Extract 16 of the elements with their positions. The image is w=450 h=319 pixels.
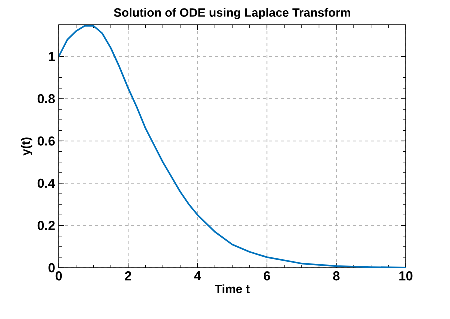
x-axis-title: Time t bbox=[215, 284, 250, 294]
x-tick-label: 0 bbox=[56, 272, 62, 281]
y-axis-title: y(t) bbox=[21, 138, 33, 156]
y-tick-label: 0 bbox=[48, 263, 55, 273]
x-tick-label: 6 bbox=[264, 272, 270, 281]
y-tick-label: 0.2 bbox=[38, 221, 55, 230]
x-tick-label: 2 bbox=[125, 272, 132, 281]
y-tick-label: 1 bbox=[49, 52, 56, 62]
chart-title: Solution of ODE using Laplace Transform bbox=[114, 8, 350, 20]
x-tick-label: 8 bbox=[333, 272, 340, 281]
line-series bbox=[59, 25, 406, 268]
x-tick-label: 10 bbox=[400, 272, 413, 281]
y-tick-label: 0.6 bbox=[38, 136, 55, 146]
y-tick-label: 0.8 bbox=[38, 94, 56, 104]
x-tick-label: 4 bbox=[194, 272, 202, 280]
y-tick-label: 0.4 bbox=[38, 178, 56, 188]
